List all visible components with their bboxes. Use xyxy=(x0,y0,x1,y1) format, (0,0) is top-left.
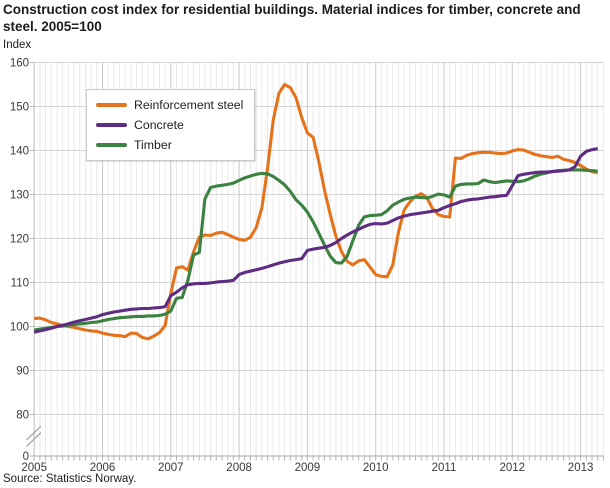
source-note: Source: Statistics Norway. xyxy=(3,473,137,485)
series-line-reinforcement-steel xyxy=(34,82,599,341)
steel-line-swatch-icon xyxy=(96,103,127,107)
chart-title: Construction cost index for residential … xyxy=(3,2,581,34)
axis-break-icon xyxy=(26,432,42,447)
y-tick-label: 80 xyxy=(16,410,29,422)
legend-item-timber: Timber xyxy=(96,135,243,155)
y-tick-label: 90 xyxy=(16,366,29,378)
concrete-line-swatch-icon xyxy=(96,123,127,127)
x-tick-label: 2013 xyxy=(568,462,594,474)
y-tick-label: 150 xyxy=(10,102,29,114)
legend-label: Concrete xyxy=(134,118,184,132)
series-line-concrete xyxy=(33,147,598,334)
y-tick-label: 120 xyxy=(10,234,29,246)
y-tick-label: 160 xyxy=(10,58,29,70)
x-tick-label: 2008 xyxy=(226,462,252,474)
x-tick-label: 2010 xyxy=(363,462,389,474)
y-tick-label: 130 xyxy=(10,190,29,202)
x-tick-label: 2011 xyxy=(432,462,457,474)
x-tick-label: 2009 xyxy=(295,462,321,474)
y-tick-label: 140 xyxy=(10,146,29,158)
legend-item-concrete: Concrete xyxy=(96,115,243,135)
y-tick-label: 100 xyxy=(10,322,29,334)
legend-label: Timber xyxy=(134,138,172,152)
y-tick-label: 110 xyxy=(11,278,29,290)
y-tick-label: 0 xyxy=(23,451,29,463)
x-tick-label: 2006 xyxy=(90,462,116,474)
timber-line-swatch-icon xyxy=(96,143,127,147)
x-tick-label: 2012 xyxy=(500,462,526,474)
legend: Reinforcement steel Concrete Timber xyxy=(86,89,256,161)
legend-label: Reinforcement steel xyxy=(134,98,244,112)
x-tick-label: 2007 xyxy=(158,462,184,474)
series-line-timber xyxy=(33,168,598,332)
y-axis-unit-label: Index xyxy=(3,39,32,51)
legend-item-reinforcement-steel: Reinforcement steel xyxy=(96,95,243,115)
axis-break-icon xyxy=(26,425,42,441)
x-tick-label: 2005 xyxy=(21,462,47,474)
